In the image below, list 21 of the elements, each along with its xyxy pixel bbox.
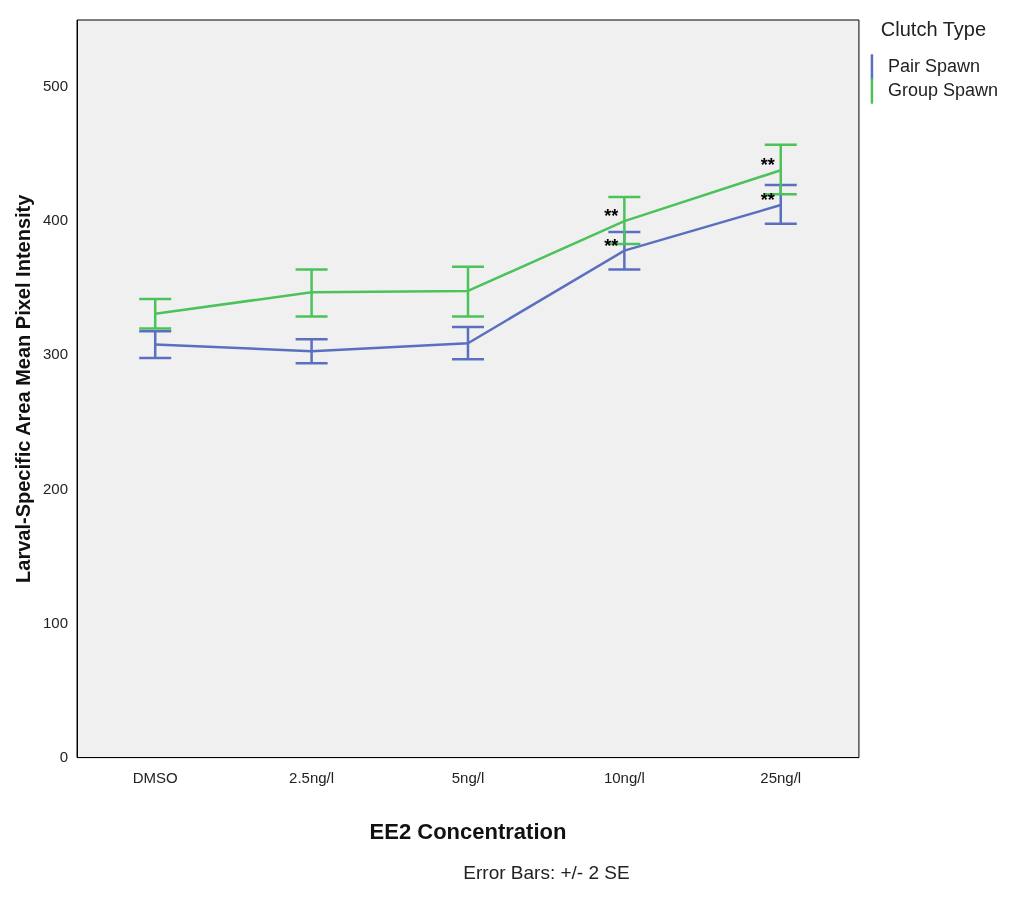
- y-tick-label: 300: [43, 345, 69, 363]
- x-tick-label: DMSO: [132, 768, 178, 786]
- annotation: **: [760, 155, 775, 176]
- legend-label: Group Spawn: [887, 79, 999, 100]
- legend-label: Pair Spawn: [887, 55, 980, 76]
- x-tick-label: 10ng/l: [603, 768, 645, 786]
- y-axis-title: Larval-Specific Area Mean Pixel Intensity: [11, 193, 34, 583]
- y-tick-label: 0: [59, 747, 69, 765]
- y-tick-label: 200: [43, 479, 69, 497]
- text: Error Bars: +/- 2 SE: [462, 862, 631, 884]
- annotation: **: [604, 235, 619, 256]
- x-axis-title: EE2 Concentration: [369, 818, 567, 844]
- annotation: **: [604, 206, 619, 227]
- y-tick-label: 100: [43, 613, 69, 631]
- y-tick-label: 400: [43, 211, 69, 229]
- y-tick-label: 500: [43, 77, 69, 95]
- x-tick-label: 2.5ng/l: [289, 768, 335, 786]
- annotation: **: [760, 190, 775, 211]
- legend-title: Clutch Type: [880, 17, 987, 40]
- x-tick-label: 25ng/l: [760, 768, 802, 786]
- x-tick-label: 5ng/l: [451, 768, 485, 786]
